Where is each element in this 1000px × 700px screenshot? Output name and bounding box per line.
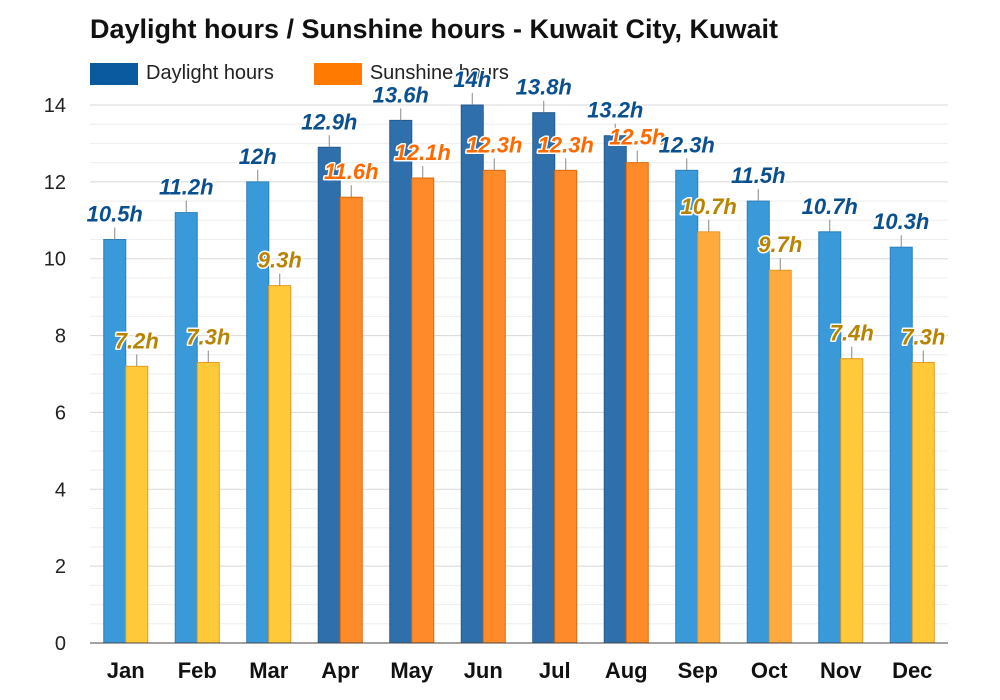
y-tick-label: 14 — [44, 95, 66, 117]
y-tick-label: 0 — [55, 633, 66, 655]
label-sunshine-nov: 7.4h — [830, 321, 874, 346]
legend-label-sunshine: Sunshine hours — [369, 62, 509, 84]
label-sunshine-jan: 7.2h — [115, 328, 159, 353]
bar-daylight-jun[interactable] — [460, 104, 484, 644]
label-daylight-dec: 10.3h — [873, 209, 929, 234]
label-sunshine-mar: 9.3h — [258, 248, 302, 273]
bar-daylight-feb[interactable] — [174, 212, 198, 644]
bar-sunshine-may[interactable] — [411, 177, 435, 644]
bar-sunshine-jan[interactable] — [125, 365, 149, 644]
label-daylight-aug: 13.2h — [587, 98, 643, 123]
bar-sunshine-feb[interactable] — [196, 361, 220, 644]
label-daylight-feb: 11.2h — [159, 175, 214, 200]
y-tick-label: 2 — [55, 556, 66, 578]
label-daylight-nov: 10.7h — [802, 194, 858, 219]
bar-sunshine-mar[interactable] — [268, 285, 292, 644]
x-tick-label-feb: Feb — [178, 658, 217, 683]
x-tick-label-aug: Aug — [605, 658, 648, 683]
legend-swatch-sunshine — [313, 62, 362, 85]
y-tick-label: 10 — [44, 249, 66, 271]
bar-sunshine-jul[interactable] — [554, 169, 578, 644]
x-tick-label-apr: Apr — [321, 658, 359, 683]
legend-label-daylight: Daylight hours — [146, 62, 274, 84]
label-daylight-mar: 12h — [239, 144, 277, 169]
label-daylight-apr: 12.9h — [301, 109, 357, 134]
y-tick-label: 6 — [55, 402, 66, 424]
label-daylight-jun: 14h — [453, 67, 491, 92]
label-sunshine-dec: 7.3h — [901, 324, 945, 349]
bar-daylight-apr[interactable] — [317, 146, 341, 644]
legend-swatch-daylight — [90, 62, 138, 85]
legend-item-sunshine[interactable]: Sunshine hours — [313, 62, 509, 85]
y-tick-label: 8 — [55, 326, 66, 348]
label-sunshine-may: 12.1h — [395, 140, 451, 165]
legend: Daylight hours Sunshine hours — [90, 62, 549, 85]
bar-sunshine-jun[interactable] — [482, 169, 506, 644]
bar-daylight-may[interactable] — [389, 119, 413, 644]
bar-daylight-aug[interactable] — [603, 135, 627, 644]
x-tick-label-jul: Jul — [539, 658, 571, 683]
y-tick-label: 4 — [55, 479, 66, 501]
x-tick-label-jan: Jan — [107, 658, 145, 683]
bar-daylight-nov[interactable] — [818, 231, 842, 644]
bar-daylight-jan[interactable] — [103, 239, 127, 644]
grid-layer — [90, 104, 948, 644]
legend-item-daylight[interactable]: Daylight hours — [90, 62, 274, 85]
x-tick-label-nov: Nov — [820, 658, 862, 683]
label-daylight-sep: 12.3h — [659, 132, 715, 157]
label-sunshine-sep: 10.7h — [681, 194, 737, 219]
y-tick-label: 12 — [44, 172, 66, 194]
bar-daylight-sep[interactable] — [675, 169, 699, 644]
axis-layer: 0 2 4 6 8 10 12 14 Jan Feb Mar Apr May Jun Jul Aug Sep Oc… — [44, 95, 948, 683]
label-daylight-may: 13.6h — [373, 82, 429, 107]
x-tick-label-mar: Mar — [249, 658, 289, 683]
label-sunshine-jun: 12.3h — [466, 132, 522, 157]
bar-sunshine-dec[interactable] — [911, 361, 935, 644]
x-tick-label-oct: Oct — [751, 658, 788, 683]
label-layer: 10.5h 7.2h 11.2h 7.3h 12h 9.3h 12.9h 11.6h 13.6h… — [85, 66, 947, 367]
chart-title: Daylight hours / Sunshine hours - Kuwait… — [90, 14, 779, 44]
label-sunshine-jul: 12.3h — [538, 132, 594, 157]
label-sunshine-feb: 7.3h — [186, 324, 230, 349]
x-tick-label-dec: Dec — [892, 658, 932, 683]
x-tick-label-jun: Jun — [464, 658, 503, 683]
bar-daylight-dec[interactable] — [889, 246, 913, 644]
label-sunshine-aug: 12.5h — [609, 125, 665, 150]
bar-daylight-oct[interactable] — [746, 200, 770, 644]
bar-sunshine-sep[interactable] — [697, 231, 721, 644]
bar-daylight-jul[interactable] — [532, 112, 556, 644]
x-tick-label-may: May — [390, 658, 434, 683]
label-daylight-oct: 11.5h — [731, 163, 786, 188]
bar-sunshine-nov[interactable] — [840, 358, 864, 644]
label-sunshine-oct: 9.7h — [758, 232, 802, 257]
x-tick-label-sep: Sep — [678, 658, 718, 683]
label-sunshine-apr: 11.6h — [324, 159, 379, 184]
bar-sunshine-apr[interactable] — [339, 196, 363, 644]
label-daylight-jan: 10.5h — [87, 202, 143, 227]
label-daylight-jul: 13.8h — [516, 75, 572, 100]
bar-sunshine-aug[interactable] — [625, 162, 649, 644]
bar-sunshine-oct[interactable] — [768, 269, 792, 644]
